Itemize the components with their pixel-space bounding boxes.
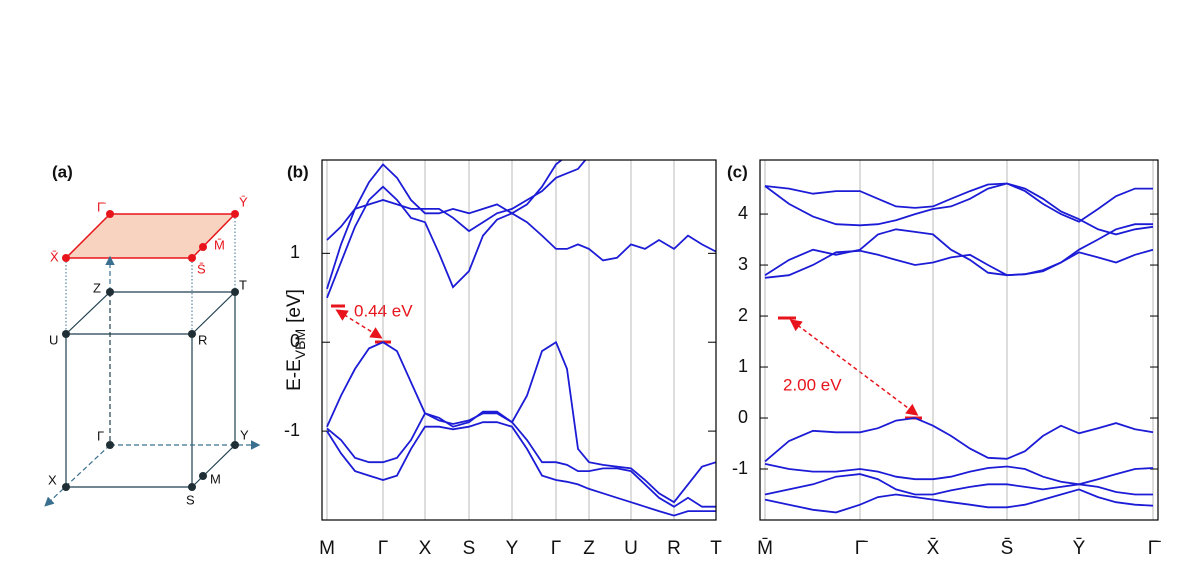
point-label: X̄ — [50, 249, 59, 264]
y-tick-label: 2 — [738, 305, 748, 325]
x-tick-label: Γ̄ — [855, 538, 868, 559]
x-tick-label: Γ — [378, 538, 388, 559]
panel-label: (b) — [287, 162, 309, 181]
band-line — [326, 410, 716, 508]
y-tick-label: 1 — [738, 356, 748, 376]
band-line — [764, 248, 1154, 279]
x-tick-label: T — [710, 538, 722, 559]
point-label: Γ̄ — [97, 199, 106, 214]
x-tick-label: Z — [583, 538, 595, 559]
band-line — [764, 463, 1154, 486]
gap-annotation-c: 2.00 eV — [778, 316, 922, 420]
point-label: Z — [93, 280, 101, 295]
x-tick-label: S — [463, 538, 476, 559]
band-line — [326, 160, 587, 241]
point-label: X — [48, 472, 57, 487]
x-tick-label: X̄ — [927, 538, 940, 559]
point-label: R — [198, 332, 207, 347]
band-line — [764, 417, 1154, 463]
point-label: T — [239, 277, 247, 292]
y-label-main: E-E — [284, 359, 305, 391]
plot-frame — [321, 159, 717, 521]
band-line — [764, 488, 1154, 514]
y-tick-label: 0 — [290, 331, 300, 351]
x-tick-label: Ȳ — [1073, 538, 1086, 559]
axes — [44, 255, 261, 507]
projection-lines — [65, 214, 236, 334]
x-tick-label: X — [419, 538, 432, 559]
y-axis-label: E-EVBM [eV] — [284, 289, 308, 391]
surface-points — [62, 210, 239, 262]
x-tick-label: Γ̄ — [1148, 538, 1161, 559]
panel-label: (a) — [52, 162, 73, 181]
band-line — [326, 185, 716, 299]
bands — [326, 160, 716, 517]
y-label-sub: VBM — [292, 329, 308, 359]
gap-annotation-b: 0.44 eV — [331, 301, 413, 344]
x-tick-label: S̄ — [1001, 538, 1014, 559]
y-tick-label: 4 — [738, 203, 748, 223]
band-line — [326, 160, 563, 290]
annotation: 0.44 eV — [354, 301, 413, 320]
plot-frame — [759, 159, 1159, 521]
band-line — [326, 340, 716, 504]
x-tick-label: M — [319, 538, 335, 559]
brillouin-zone: (a) — [44, 162, 261, 507]
band-line — [764, 473, 1153, 496]
point-label: Γ — [97, 428, 104, 443]
bands — [764, 182, 1154, 514]
band-line — [764, 223, 1153, 277]
y-tick-label: -1 — [732, 458, 748, 478]
point-label: S — [186, 492, 195, 507]
bulk-points — [62, 288, 239, 491]
band-line — [326, 421, 716, 517]
band-line — [764, 182, 1154, 236]
point-label: Ȳ — [239, 194, 248, 209]
x-tick-label: M̄ — [757, 538, 773, 559]
point-label: Y — [240, 427, 249, 442]
point-label: M̄ — [214, 237, 225, 252]
band-line — [764, 182, 1153, 223]
y-label-unit: [eV] — [284, 289, 305, 323]
point-label: M — [210, 471, 221, 486]
cube — [65, 291, 237, 488]
y-tick-label: 0 — [738, 407, 748, 427]
x-tick-label: U — [624, 538, 638, 559]
annotation: 2.00 eV — [783, 375, 842, 394]
point-label: U — [49, 332, 58, 347]
y-tick-label: -1 — [284, 420, 300, 440]
panel-label: (c) — [727, 162, 748, 181]
x-tick-label: R — [667, 538, 681, 559]
y-tick-label: 3 — [738, 254, 748, 274]
y-tick-label: 1 — [290, 242, 300, 262]
x-tick-label: Y — [506, 538, 519, 559]
surface-bz — [64, 213, 237, 259]
x-tick-label: Γ — [551, 538, 561, 559]
point-label: S̄ — [197, 261, 206, 276]
